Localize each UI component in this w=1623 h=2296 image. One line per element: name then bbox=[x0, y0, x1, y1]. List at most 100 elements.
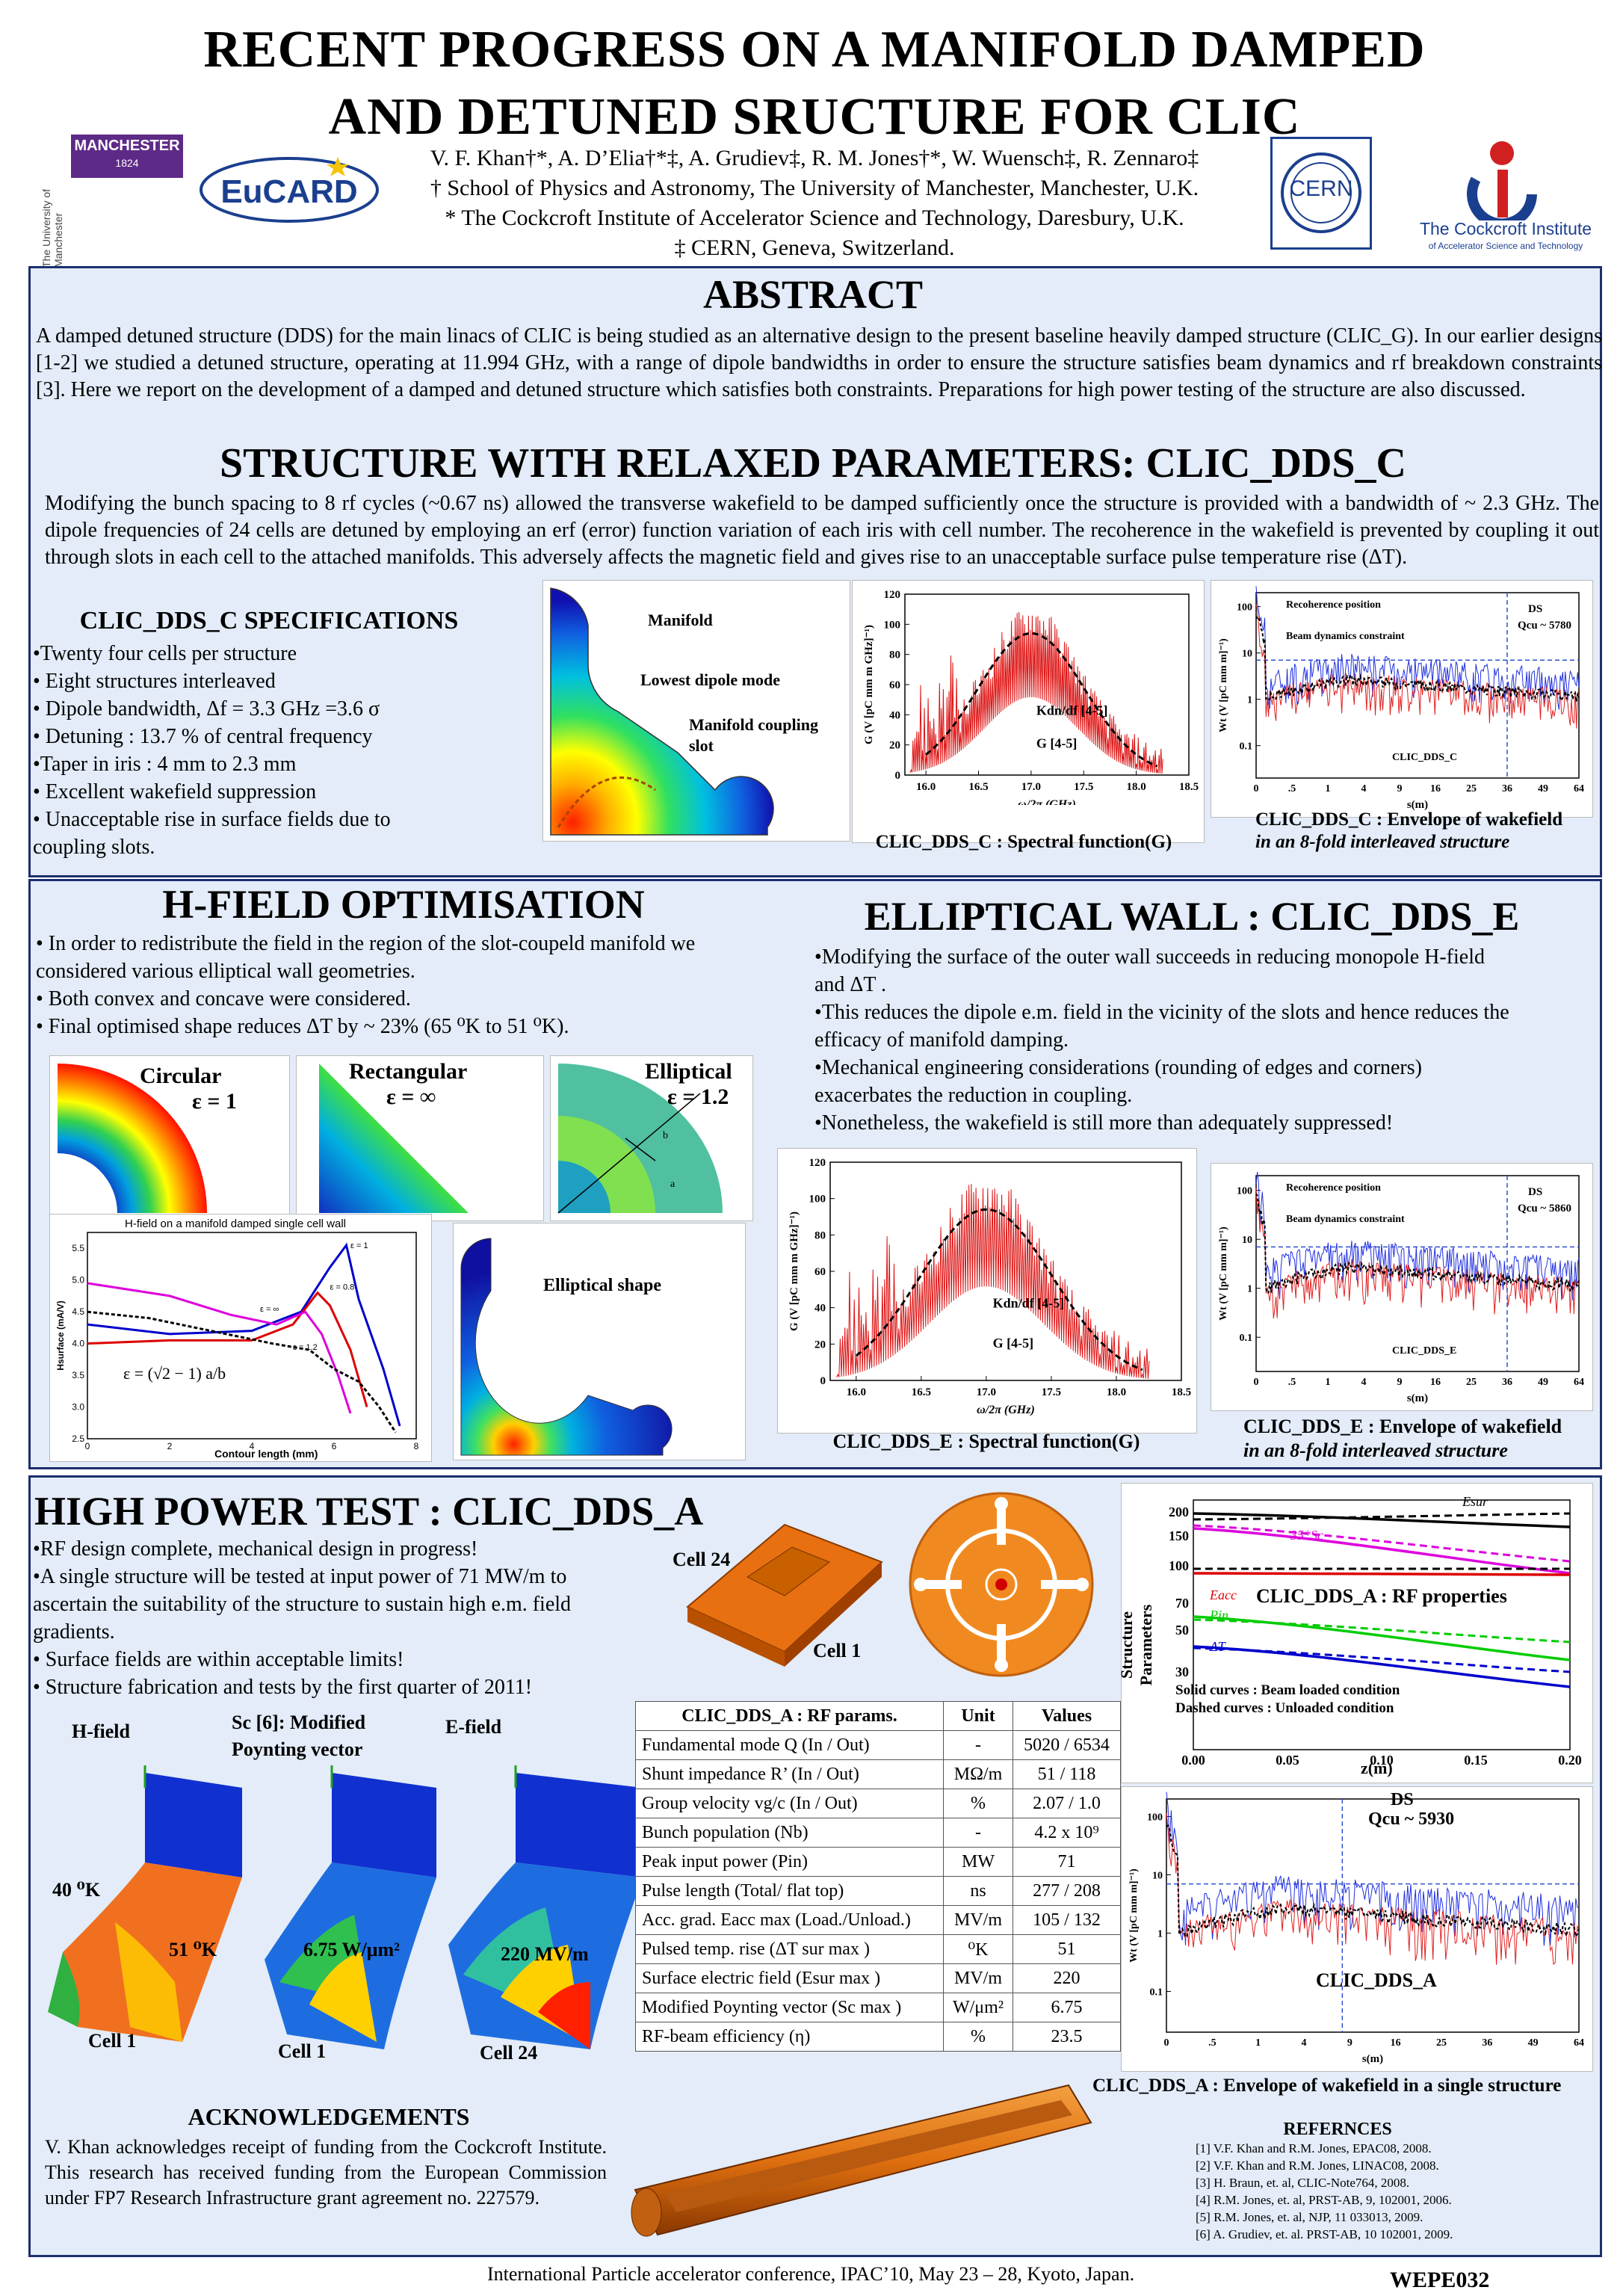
x-tick-label: 64 bbox=[1574, 783, 1584, 794]
x-tick-label: 0.15 bbox=[1464, 1753, 1488, 1768]
series-label-kdn: Kdn/df [4-5] bbox=[1036, 703, 1108, 718]
hfield-bullet: • Both convex and concave were considere… bbox=[36, 987, 411, 1010]
hp-bullet: • Surface fields are within acceptable l… bbox=[33, 1648, 404, 1671]
x-axis-label: s(m) bbox=[1407, 799, 1428, 811]
affiliation-1: † School of Physics and Astronomy, The U… bbox=[430, 176, 1199, 200]
series-line-rf bbox=[1193, 1512, 1571, 1521]
cell1-label: Cell 1 bbox=[813, 1640, 862, 1661]
param-value: 23.5 bbox=[1013, 2022, 1121, 2052]
series-line-rf bbox=[1193, 1572, 1571, 1576]
y-tick-label: 4.0 bbox=[72, 1339, 84, 1349]
param-name: Pulse length (Total/ flat top) bbox=[634, 1876, 945, 1906]
caption-wake-e-2: in an 8-fold interleaved structure bbox=[1243, 1439, 1508, 1461]
x-tick-label: 16.5 bbox=[912, 1386, 931, 1398]
param-value: 71 bbox=[1013, 1847, 1121, 1877]
y-tick-label: 0.1 bbox=[1240, 741, 1253, 753]
ref-item: [1] V.F. Khan and R.M. Jones, EPAC08, 20… bbox=[1196, 2141, 1432, 2155]
plot-frame bbox=[1166, 1798, 1580, 2033]
x-tick-label: 8 bbox=[414, 1441, 419, 1451]
table-row: Peak input power (Pin) MW 71 bbox=[634, 1847, 1121, 1877]
ref-item: [2] V.F. Khan and R.M. Jones, LINAC08, 2… bbox=[1196, 2158, 1439, 2173]
y-tick-label: 150 bbox=[1169, 1528, 1189, 1543]
ell-bullet: •Nonetheless, the wakefield is still mor… bbox=[814, 1111, 1394, 1135]
y-axis-label: Wt (V [pC mm m]⁻¹) bbox=[1128, 1868, 1140, 1963]
elliptical-heading: ELLIPTICAL WALL : CLIC_DDS_E bbox=[864, 894, 1520, 939]
spectral-chart-e: 0 20 40 60 80 100 120 16.0 16.5 17.0 17.5 18.0 18.5 K… bbox=[777, 1148, 1197, 1434]
y-tick-label: 5.5 bbox=[72, 1243, 84, 1253]
series-line-rf bbox=[1193, 1527, 1571, 1575]
x-tick-label: 25 bbox=[1466, 1377, 1477, 1388]
rf-ylabel: Structure Parameters bbox=[1117, 1604, 1155, 1686]
series-line-hfield bbox=[87, 1291, 368, 1407]
x-tick-label: 6 bbox=[332, 1441, 337, 1451]
caption-spectral-c: CLIC_DDS_C : Spectral function(G) bbox=[875, 832, 1172, 852]
rf-title: CLIC_DDS_A : RF properties bbox=[1256, 1585, 1507, 1607]
param-unit: ⁰K bbox=[943, 1934, 1014, 1964]
y-axis-label: Hsurface (mA/V) bbox=[55, 1300, 66, 1370]
x-tick-label: 0.20 bbox=[1558, 1753, 1582, 1768]
rect-eps: ε = ∞ bbox=[386, 1084, 436, 1109]
field-label-e: E-field bbox=[445, 1716, 502, 1738]
series-line-g bbox=[836, 1183, 1150, 1379]
table-header: CLIC_DDS_A : RF params. Unit Values bbox=[634, 1701, 1121, 1731]
y-tick-label: 1 bbox=[1247, 695, 1252, 706]
chart-label: Qcu ~ 5860 bbox=[1518, 1203, 1571, 1215]
chart-label: DS bbox=[1528, 1186, 1542, 1198]
chart-label: Beam dynamics constraint bbox=[1286, 631, 1405, 642]
y-axis-label: G (V [pC mm m GHz]⁻¹) bbox=[788, 1212, 800, 1331]
y-tick-label: 2.5 bbox=[72, 1434, 84, 1444]
chart-label: DS bbox=[1528, 603, 1542, 615]
chart-label: Beam dynamics constraint bbox=[1286, 1214, 1405, 1225]
label-slot: slot bbox=[689, 736, 714, 755]
param-name: Pulsed temp. rise (ΔT sur max ) bbox=[634, 1934, 945, 1964]
manchester-logo: MANCHESTER 1824 The University of Manche… bbox=[37, 129, 187, 268]
svg-text:b: b bbox=[663, 1130, 668, 1141]
relaxed-text: Modifying the bunch spacing to 8 rf cycl… bbox=[45, 492, 1599, 569]
series-label: ε = 1 bbox=[350, 1241, 368, 1250]
x-tick-label: 18.5 bbox=[1172, 1386, 1191, 1398]
x-tick-label: 16 bbox=[1391, 2037, 1401, 2049]
caption-spectral-e: CLIC_DDS_E : Spectral function(G) bbox=[832, 1431, 1140, 1452]
x-tick-label: 17.0 bbox=[977, 1386, 996, 1398]
elliptical-bullets: •Modifying the surface of the outer wall… bbox=[814, 943, 1599, 1137]
circular-shape-figure: Circular ε = 1 bbox=[49, 1055, 290, 1221]
param-value: 2.07 / 1.0 bbox=[1013, 1789, 1121, 1818]
y-tick-label: 120 bbox=[884, 589, 901, 601]
series-line-rf bbox=[1193, 1618, 1571, 1644]
x-tick-label: 4 bbox=[1302, 2037, 1307, 2049]
y-tick-label: 1 bbox=[1247, 1284, 1252, 1295]
eucard-logo: EuCARD bbox=[196, 146, 390, 229]
affiliation-2: * The Cockcroft Institute of Accelerator… bbox=[445, 206, 1184, 230]
param-unit: MW bbox=[943, 1847, 1014, 1877]
field-label-sc: Sc [6]: Modified bbox=[232, 1712, 366, 1733]
structure-render-figure bbox=[620, 2063, 1106, 2248]
series-line-kdn bbox=[855, 1208, 1143, 1371]
spec-list: •Twenty four cells per structure • Eight… bbox=[33, 640, 541, 861]
series-label-rf: Eacc bbox=[1209, 1587, 1237, 1602]
x-tick-label: 4 bbox=[250, 1441, 255, 1451]
chart-label: CLIC_DDS_C bbox=[1392, 752, 1457, 763]
val-40k: 40 ⁰K bbox=[52, 1879, 101, 1901]
y-tick-label: 70 bbox=[1175, 1596, 1189, 1611]
series-label-g: G [4-5] bbox=[1036, 736, 1077, 751]
table-row: RF-beam efficiency (η)% 23.5 bbox=[634, 2022, 1121, 2052]
x-tick-label: 18.0 bbox=[1127, 781, 1146, 793]
val-51k: 51 ⁰K bbox=[169, 1939, 217, 1960]
y-tick-label: 5.0 bbox=[72, 1275, 84, 1286]
wake-chart-a: 100 10 1 0.1 0.5 1 4 9 16 25 36 49 64 s(m) Wt (V [pC m… bbox=[1121, 1786, 1593, 2072]
x-tick-label: 0.00 bbox=[1181, 1753, 1205, 1768]
x-tick-label: 1 bbox=[1326, 1377, 1331, 1388]
x-tick-label: 36 bbox=[1502, 783, 1512, 794]
series-line-wake-red bbox=[1255, 605, 1580, 729]
rf-params-table: CLIC_DDS_A : RF params. Unit Values Fund… bbox=[634, 1701, 1121, 2052]
series-line-g bbox=[909, 611, 1163, 774]
title-line-2: AND DETUNED SRUCTURE FOR CLIC bbox=[328, 88, 1301, 146]
ell-bullet: and ΔT . bbox=[814, 973, 887, 996]
spectral-chart-c: 0 20 40 60 80 100 120 16.0 16.5 17.0 17.5 18.0 18.5 K… bbox=[852, 580, 1205, 843]
spec-item: • Detuning : 13.7 % of central frequency bbox=[33, 725, 373, 748]
param-name: Surface electric field (Esur max ) bbox=[634, 1963, 945, 1993]
y-tick-label: 3.5 bbox=[72, 1370, 84, 1380]
series-line-wake-red bbox=[1255, 1188, 1580, 1319]
series-label-g: G [4-5] bbox=[993, 1336, 1033, 1351]
x-tick-label: 25 bbox=[1466, 783, 1477, 794]
